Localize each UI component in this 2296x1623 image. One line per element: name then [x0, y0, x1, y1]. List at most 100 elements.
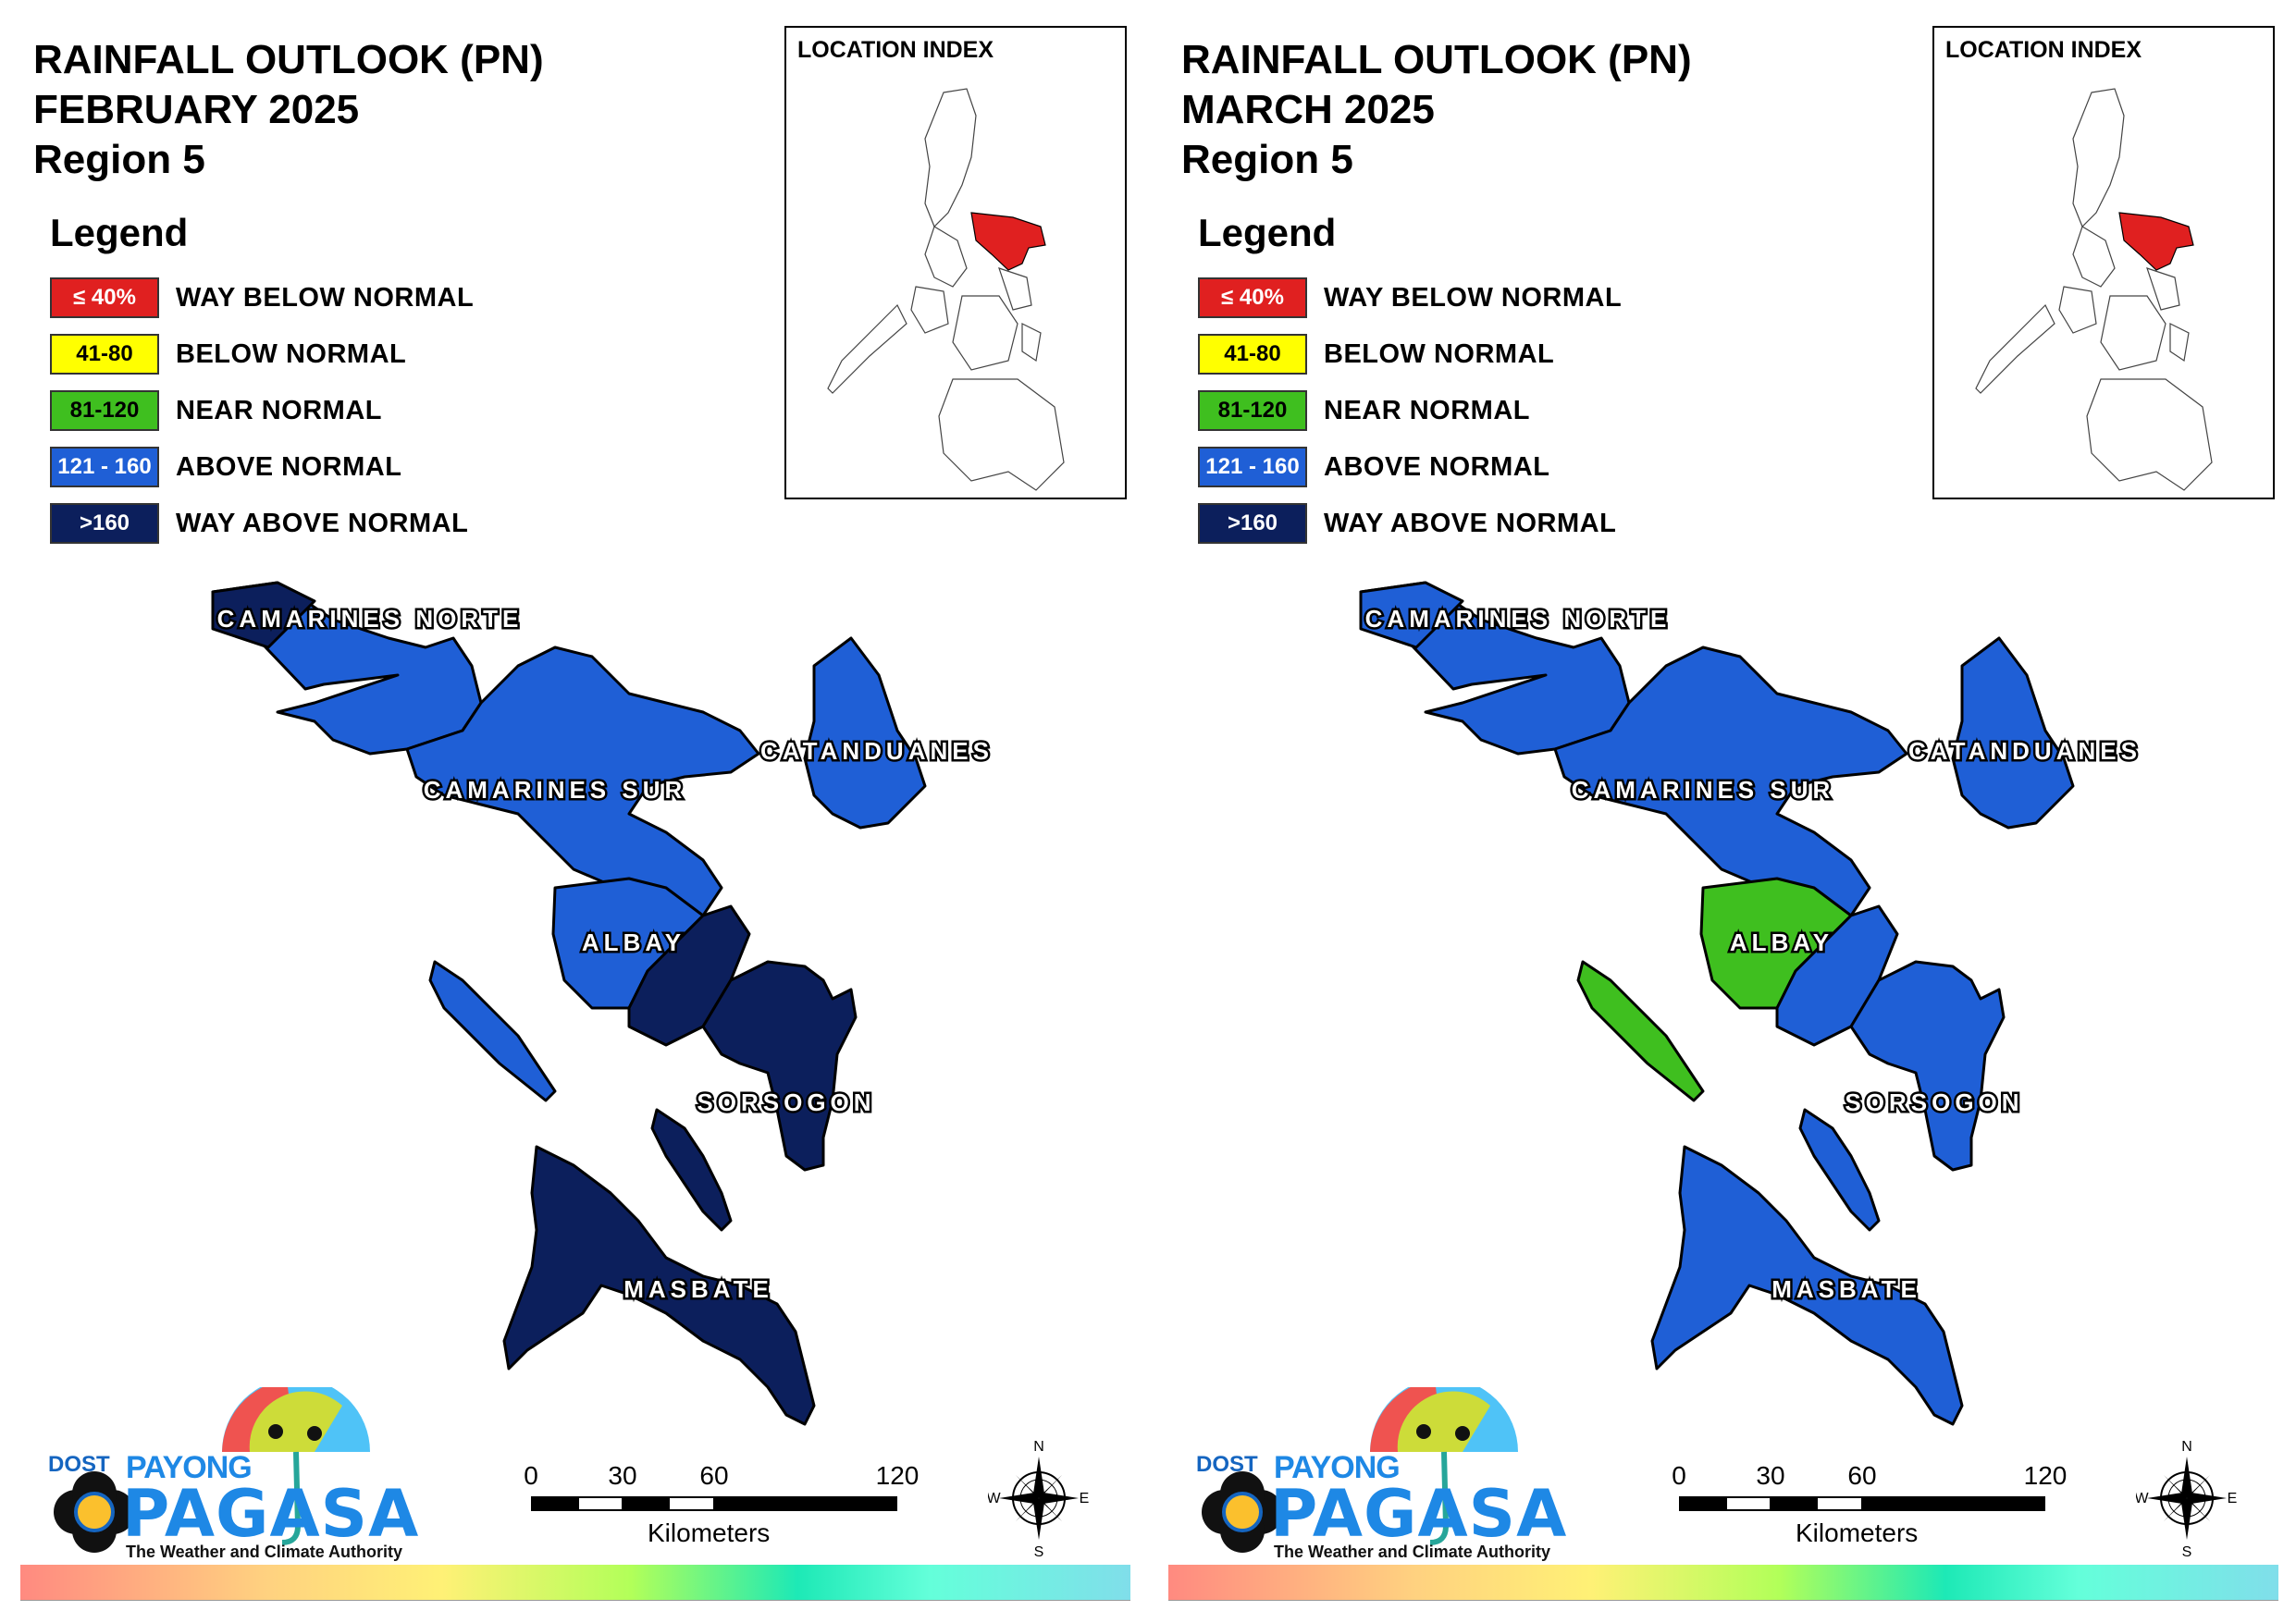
- scale-tick-30: 30: [608, 1461, 637, 1490]
- legend-item: >160 WAY ABOVE NORMAL: [50, 501, 474, 546]
- title-block: RAINFALL OUTLOOK (PN) MARCH 2025 Region …: [1181, 35, 1692, 185]
- scale-track: [531, 1496, 897, 1511]
- region-map: CAMARINES NORTE CAMARINES SUR CATANDUANES A…: [1359, 581, 2142, 1426]
- compass-n: N: [2181, 1439, 2192, 1455]
- legend-label: BELOW NORMAL: [1324, 338, 1555, 369]
- label-sorsogon: SORSOGON: [1845, 1088, 2023, 1116]
- color-band: [1168, 1565, 2278, 1600]
- location-index-inset: LOCATION INDEX: [784, 26, 1127, 499]
- label-camarines-sur: CAMARINES SUR: [424, 776, 687, 804]
- legend-label: WAY BELOW NORMAL: [176, 282, 475, 313]
- label-albay: ALBAY: [1730, 928, 1833, 956]
- province-catanduanes: [1951, 636, 2075, 830]
- logo-payong-text: PAYONG: [126, 1450, 253, 1485]
- province-catanduanes: [803, 636, 927, 830]
- province-camarines-sur: [405, 646, 760, 927]
- province-ticao: [1798, 1108, 1881, 1232]
- province-ticao: [650, 1108, 733, 1232]
- region-map: CAMARINES NORTE CAMARINES SUR CATANDUANES A…: [211, 581, 994, 1426]
- compass-s: S: [1034, 1544, 1044, 1558]
- inset-title: LOCATION INDEX: [1945, 37, 2142, 63]
- province-sorsogon: [701, 960, 858, 1172]
- province-masbate: [1650, 1145, 1964, 1426]
- legend-item: 81-120 NEAR NORMAL: [50, 388, 474, 433]
- label-albay: ALBAY: [582, 928, 685, 956]
- legend-item: ≤ 40% WAY BELOW NORMAL: [1198, 276, 1622, 320]
- map-month: FEBRUARY 2025: [33, 87, 360, 132]
- province-masbate: [502, 1145, 816, 1426]
- legend: Legend ≤ 40% WAY BELOW NORMAL 41-80 BELOW N…: [50, 211, 474, 558]
- scale-tick-0: 0: [524, 1461, 538, 1490]
- label-masbate: MASBATE: [1771, 1275, 1921, 1303]
- legend-label: WAY ABOVE NORMAL: [176, 508, 469, 538]
- legend-item: 41-80 BELOW NORMAL: [50, 332, 474, 376]
- province-burias: [1576, 960, 1705, 1102]
- logo-pagasa-text: PAGASA: [122, 1476, 420, 1552]
- pagasa-logo: DOST PAYONG PAGASA The Weather and Clima…: [1185, 1387, 1566, 1563]
- scale-tick-30: 30: [1756, 1461, 1785, 1490]
- band-ticks: [20, 1600, 1130, 1614]
- location-index-inset: LOCATION INDEX: [1932, 26, 2275, 499]
- label-masbate: MASBATE: [623, 1275, 773, 1303]
- province-camarines-norte-tip: [211, 581, 316, 649]
- scale-tick-60: 60: [1847, 1461, 1877, 1490]
- legend-title: Legend: [1198, 211, 1337, 254]
- compass-e: E: [2228, 1491, 2238, 1506]
- compass-e: E: [1080, 1491, 1090, 1506]
- title-block: RAINFALL OUTLOOK (PN) FEBRUARY 2025 Regi…: [33, 35, 544, 185]
- pagasa-logo: DOST PAYONG PAGASA The Weather and Clima…: [37, 1387, 418, 1563]
- legend-swatch: 81-120: [50, 390, 159, 431]
- legend-swatch: >160: [1198, 503, 1307, 544]
- legend-label: NEAR NORMAL: [1324, 395, 1530, 425]
- scale-bar: 0 30 60 120 Kilometers: [524, 1461, 934, 1554]
- map-title: RAINFALL OUTLOOK (PN): [33, 37, 544, 82]
- logo-dost-text: DOST: [48, 1452, 110, 1477]
- compass-n: N: [1033, 1439, 1044, 1455]
- panel-february: RAINFALL OUTLOOK (PN) FEBRUARY 2025 Regi…: [20, 26, 1130, 1614]
- scale-tick-60: 60: [699, 1461, 729, 1490]
- legend-item: >160 WAY ABOVE NORMAL: [1198, 501, 1622, 546]
- province-camarines-norte-tip: [1359, 581, 1464, 649]
- label-catanduanes: CATANDUANES: [760, 737, 994, 765]
- compass-rose-icon: N S E W: [2134, 1438, 2238, 1560]
- label-catanduanes: CATANDUANES: [1908, 737, 2142, 765]
- color-band: [20, 1565, 1130, 1600]
- band-ticks: [1168, 1600, 2278, 1614]
- legend-label: NEAR NORMAL: [176, 395, 382, 425]
- map-region: Region 5: [33, 137, 205, 182]
- scale-unit: Kilometers: [1796, 1518, 1919, 1547]
- map-month: MARCH 2025: [1181, 87, 1435, 132]
- scale-bar: 0 30 60 120 Kilometers: [1672, 1461, 2082, 1554]
- bicol-highlight: [2118, 212, 2194, 271]
- logo-pagasa-text: PAGASA: [1270, 1476, 1568, 1552]
- legend-label: ABOVE NORMAL: [176, 451, 402, 482]
- legend-swatch: 121 - 160: [50, 447, 159, 487]
- scale-tick-120: 120: [2023, 1461, 2068, 1490]
- legend-item: 81-120 NEAR NORMAL: [1198, 388, 1622, 433]
- scale-unit: Kilometers: [648, 1518, 771, 1547]
- label-camarines-norte: CAMARINES NORTE: [1365, 605, 1672, 633]
- philippines-outline-map: [1975, 88, 2213, 491]
- philippines-outline-map: [827, 88, 1065, 491]
- legend-item: 121 - 160 ABOVE NORMAL: [1198, 445, 1622, 489]
- inset-title: LOCATION INDEX: [797, 37, 994, 63]
- compass-w: W: [988, 1491, 1001, 1506]
- compass-w: W: [2136, 1491, 2149, 1506]
- province-camarines-sur: [1553, 646, 1908, 927]
- scale-tick-0: 0: [1672, 1461, 1686, 1490]
- compass-s: S: [2182, 1544, 2192, 1558]
- legend-title: Legend: [50, 211, 189, 254]
- panel-march: RAINFALL OUTLOOK (PN) MARCH 2025 Region …: [1148, 0, 2296, 1623]
- bicol-highlight: [970, 212, 1046, 271]
- legend-swatch: 41-80: [1198, 334, 1307, 375]
- legend-swatch: 41-80: [50, 334, 159, 375]
- province-albay-east: [1775, 904, 1899, 1047]
- legend-swatch: ≤ 40%: [1198, 277, 1307, 318]
- compass-rose-icon: N S E W: [986, 1438, 1090, 1560]
- legend-swatch: 81-120: [1198, 390, 1307, 431]
- logo-dost-text: DOST: [1196, 1452, 1258, 1477]
- label-camarines-sur: CAMARINES SUR: [1572, 776, 1835, 804]
- legend-swatch: 121 - 160: [1198, 447, 1307, 487]
- legend-label: BELOW NORMAL: [176, 338, 407, 369]
- province-burias: [428, 960, 557, 1102]
